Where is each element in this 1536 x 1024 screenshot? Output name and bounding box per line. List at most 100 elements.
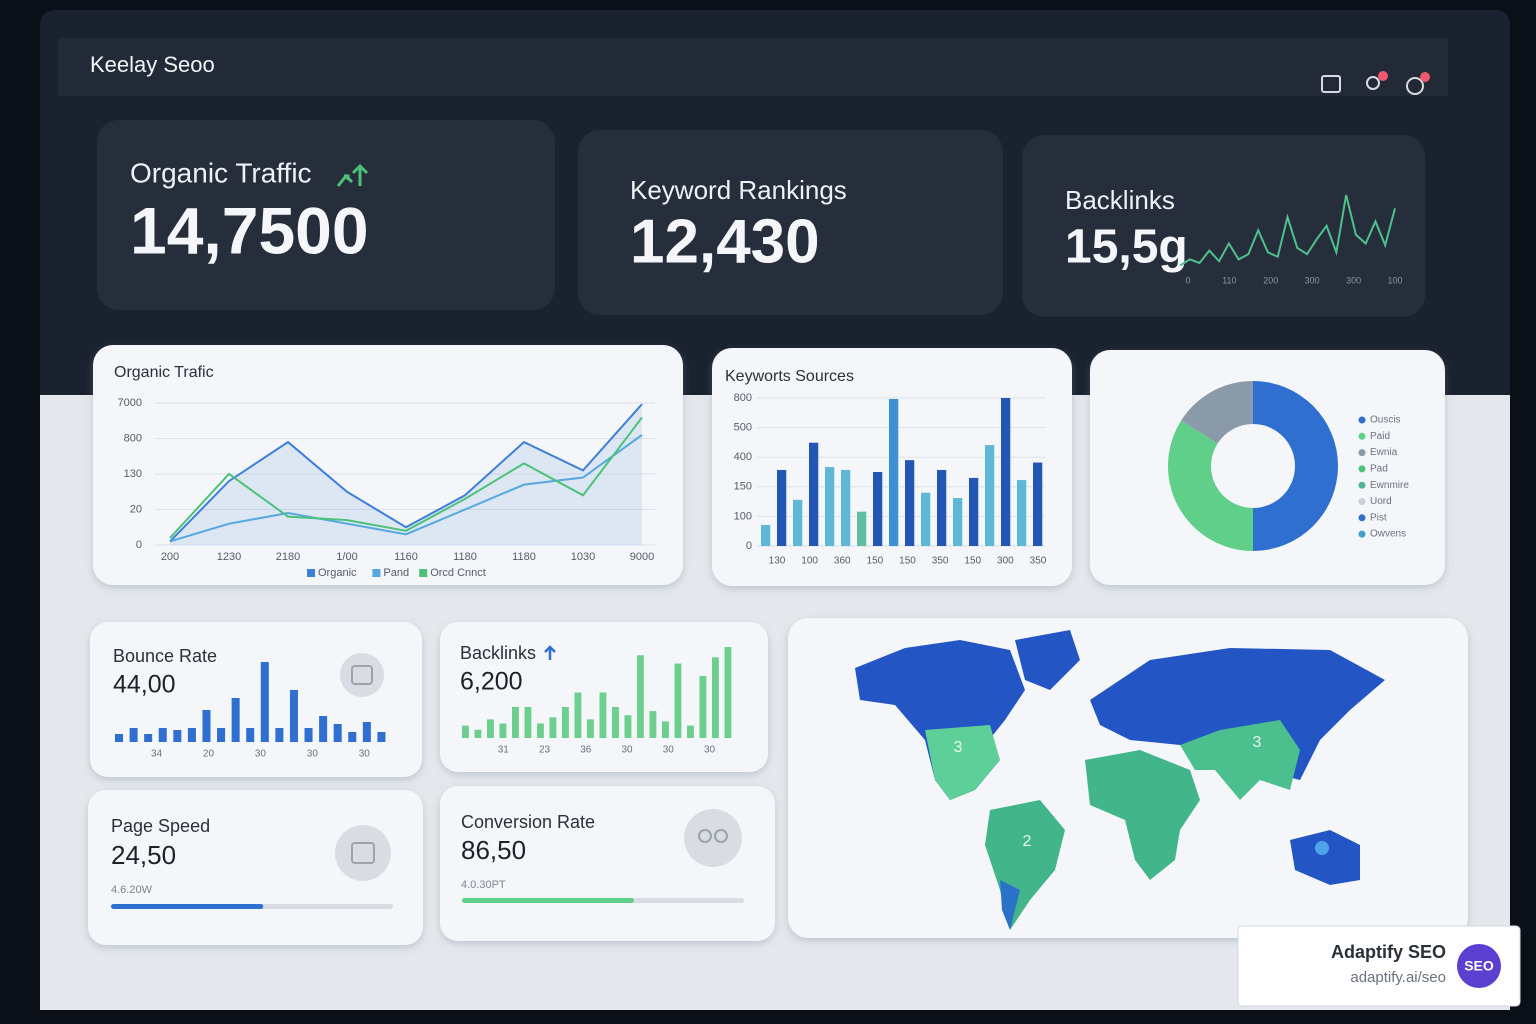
icon[interactable] bbox=[1366, 76, 1380, 90]
y-tick-label: 150 bbox=[734, 481, 752, 493]
legend-swatch bbox=[1358, 465, 1366, 473]
y-tick-label: 800 bbox=[734, 392, 752, 404]
kpi-label: Keyword Rankings bbox=[630, 175, 847, 205]
legend-label: Pist bbox=[1370, 512, 1387, 523]
bar bbox=[587, 719, 594, 738]
continent bbox=[1015, 630, 1080, 690]
bar bbox=[1017, 480, 1027, 546]
card-value: 44,00 bbox=[113, 671, 176, 699]
marker bbox=[1315, 841, 1329, 855]
kpi-value: 12,430 bbox=[630, 207, 820, 276]
bar bbox=[275, 728, 284, 742]
bar bbox=[377, 732, 386, 742]
up-arrow bbox=[544, 645, 556, 660]
x-tick-label: 300 bbox=[1305, 275, 1320, 285]
donut-segment bbox=[1168, 420, 1253, 551]
x-tick-label: 2180 bbox=[276, 551, 300, 563]
brand-badge[interactable] bbox=[1237, 925, 1521, 1007]
x-tick-label: 0 bbox=[1185, 275, 1190, 285]
bar bbox=[969, 477, 979, 546]
continent bbox=[1000, 880, 1020, 930]
bar bbox=[474, 729, 482, 738]
legend-swatch bbox=[1358, 514, 1366, 522]
progress-fill bbox=[462, 898, 635, 903]
legend-label: Ewnmire bbox=[1370, 480, 1409, 491]
bar bbox=[889, 398, 899, 546]
bar bbox=[624, 715, 632, 738]
bar bbox=[857, 511, 867, 546]
legend-swatch bbox=[1358, 449, 1366, 457]
x-tick-label: 300 bbox=[1346, 275, 1361, 285]
card-title: Backlinks bbox=[460, 643, 536, 663]
bar bbox=[487, 719, 494, 738]
legend-swatch bbox=[1358, 432, 1366, 440]
card-title: Bounce Rate bbox=[113, 646, 217, 666]
badge-dot bbox=[1378, 71, 1388, 81]
card-value: 86,50 bbox=[461, 835, 526, 865]
legend-swatch bbox=[307, 569, 315, 577]
card-icon bbox=[714, 829, 728, 843]
x-tick-label: 360 bbox=[834, 556, 851, 567]
bar bbox=[362, 722, 371, 742]
bar bbox=[985, 445, 995, 546]
bar bbox=[289, 690, 298, 742]
kpi-card bbox=[97, 120, 555, 310]
y-tick-label: 500 bbox=[734, 422, 752, 434]
x-tick-label: 23 bbox=[539, 745, 551, 756]
kpi-label: Backlinks bbox=[1065, 185, 1175, 215]
bar bbox=[612, 706, 619, 738]
continent bbox=[1290, 830, 1360, 885]
x-tick-label: 1230 bbox=[217, 551, 241, 563]
continent bbox=[1090, 648, 1385, 780]
bar bbox=[144, 734, 153, 742]
bar bbox=[574, 692, 582, 738]
series-line bbox=[169, 403, 643, 543]
y-tick-label: 0 bbox=[746, 540, 752, 552]
bar bbox=[637, 655, 644, 738]
x-tick-label: 110 bbox=[1222, 275, 1236, 285]
bar bbox=[499, 723, 507, 738]
bar bbox=[937, 469, 947, 546]
header-bar bbox=[58, 38, 1448, 96]
bar bbox=[921, 492, 931, 546]
x-tick-label: 1180 bbox=[512, 551, 536, 563]
x-tick-label: 1180 bbox=[453, 551, 477, 563]
icon[interactable] bbox=[1321, 75, 1341, 93]
x-tick-label: 350 bbox=[932, 556, 949, 567]
legend-label: Ewnia bbox=[1370, 447, 1398, 458]
x-tick-label: 130 bbox=[769, 556, 786, 567]
x-tick-label: 1030 bbox=[571, 551, 595, 563]
y-tick-label: 100 bbox=[734, 510, 752, 522]
donut-segment bbox=[1181, 381, 1253, 444]
bar bbox=[712, 657, 719, 738]
bar bbox=[662, 721, 669, 738]
x-tick-label: 150 bbox=[964, 556, 981, 567]
icon[interactable] bbox=[1406, 77, 1424, 95]
bar bbox=[173, 730, 182, 742]
bar bbox=[905, 460, 915, 546]
brand-icon bbox=[1457, 944, 1501, 988]
bar bbox=[825, 467, 835, 546]
x-tick-label: 30 bbox=[621, 745, 633, 756]
bar bbox=[724, 647, 732, 738]
series-area bbox=[170, 404, 642, 545]
header-icons bbox=[1321, 71, 1430, 95]
legend-swatch bbox=[372, 569, 381, 577]
chart-title: Keyworts Sources bbox=[725, 368, 854, 385]
bar bbox=[562, 706, 569, 738]
x-tick-label: 100 bbox=[1387, 275, 1402, 285]
kpi-card bbox=[1022, 135, 1425, 317]
card-value: 6,200 bbox=[460, 668, 523, 696]
map-label: 2 bbox=[1023, 833, 1032, 850]
y-tick-label: 0 bbox=[136, 539, 142, 551]
bar bbox=[319, 716, 328, 742]
map-label: 3 bbox=[954, 739, 963, 756]
legend-swatch bbox=[1358, 530, 1366, 538]
kpi-card bbox=[578, 130, 1003, 315]
card bbox=[1090, 350, 1445, 585]
kpi-label: Organic Traffic bbox=[130, 157, 312, 188]
legend-label: Orcd Cnnct bbox=[430, 567, 486, 579]
x-tick-label: 31 bbox=[498, 745, 510, 756]
x-tick-label: 150 bbox=[867, 556, 884, 567]
bar bbox=[524, 706, 532, 738]
